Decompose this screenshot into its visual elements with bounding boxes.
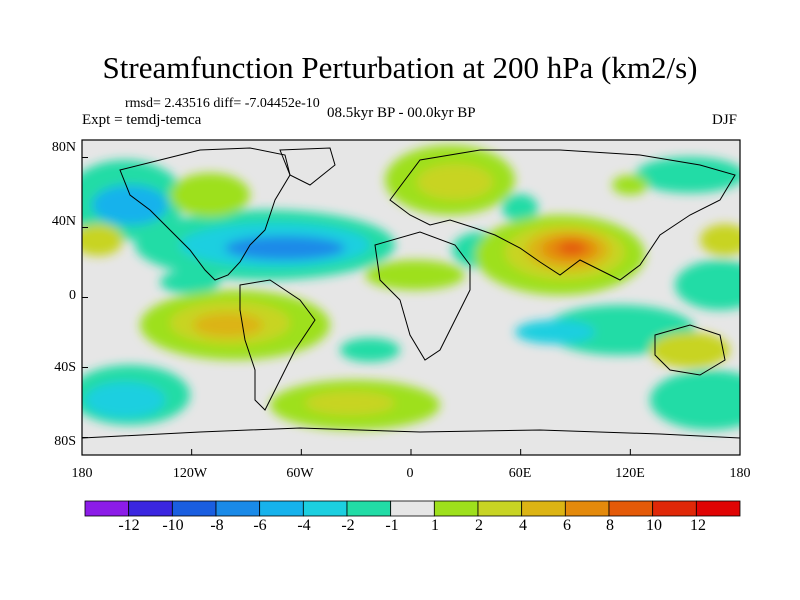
- colorbar-swatch: [390, 500, 435, 517]
- x-label-60w: 60W: [286, 466, 314, 481]
- colorbar-label: 2: [475, 517, 483, 534]
- colorbar-swatch: [215, 500, 261, 517]
- colorbar-swatch: [433, 500, 479, 517]
- x-label-120e: 120E: [615, 466, 645, 481]
- contour-cell: [340, 338, 400, 362]
- contour-cell: [612, 175, 648, 195]
- contour-cell: [225, 236, 345, 260]
- greenland-coast: [279, 147, 336, 186]
- colorbar-label: 1: [431, 517, 439, 534]
- rmsd-diff-stats: rmsd= 2.43516 diff= -7.04452e-10: [125, 96, 320, 111]
- contour-cell: [515, 320, 595, 344]
- contour-cell: [558, 241, 586, 255]
- contour-cell: [170, 173, 250, 217]
- colorbar-swatch: [346, 500, 392, 517]
- contour-cell: [650, 332, 730, 368]
- colorbar-swatch: [608, 500, 654, 517]
- coastlines: [82, 147, 740, 439]
- season-label: DJF: [712, 112, 738, 128]
- contour-cell: [305, 391, 395, 415]
- colorbar-swatch: [695, 500, 741, 517]
- colorbar-swatch: [564, 500, 610, 517]
- contour-field: [82, 145, 740, 439]
- colorbar-swatch: [259, 500, 304, 517]
- contour-cell: [502, 194, 538, 222]
- contour-cell: [193, 313, 263, 337]
- north-america-coast: [119, 147, 291, 281]
- y-label-80s: 80S: [54, 434, 76, 449]
- y-label-40n: 40N: [51, 214, 76, 229]
- colorbar-swatch: [521, 500, 566, 517]
- colorbar-label: 6: [563, 517, 571, 534]
- colorbar-label: -12: [118, 517, 140, 534]
- experiment-label: Expt = temdj-temca: [82, 112, 202, 128]
- x-label-180w: 180: [71, 466, 93, 481]
- eurasia-coast: [389, 149, 736, 281]
- antarctica-coast: [82, 427, 740, 439]
- colorbar-swatch: [477, 500, 523, 517]
- y-label-40s: 40S: [54, 360, 76, 375]
- x-label-180e: 180: [729, 466, 751, 481]
- contour-cell: [650, 370, 740, 430]
- colorbar-label: -6: [253, 517, 267, 534]
- colorbar-swatch: [128, 500, 173, 517]
- colorbar-label: -8: [210, 517, 224, 534]
- colorbar-label: 4: [519, 517, 527, 534]
- colorbar-label: 10: [646, 517, 662, 534]
- colorbar-label: -4: [297, 517, 311, 534]
- colorbar-label: -10: [162, 517, 184, 534]
- colorbar-swatch: [171, 500, 217, 517]
- contour-cell: [675, 260, 740, 310]
- contour-cell: [92, 185, 168, 225]
- colorbar-label: 12: [690, 517, 706, 534]
- contour-cell: [85, 382, 165, 418]
- colorbar-label: 8: [606, 517, 614, 534]
- plot-title: Streamfunction Perturbation at 200 hPa (…: [102, 50, 698, 85]
- x-label-120w: 120W: [172, 466, 208, 481]
- period-label: 08.5kyr BP - 00.0kyr BP: [327, 105, 476, 121]
- contour-cell: [417, 164, 493, 200]
- contour-cell: [160, 270, 220, 294]
- australia-coast: [654, 324, 726, 376]
- y-label-80n: 80N: [51, 140, 76, 155]
- colorbar-label: -2: [341, 517, 355, 534]
- contour-cell: [365, 260, 465, 290]
- contour-cell: [635, 157, 740, 193]
- x-label-0: 0: [406, 466, 414, 481]
- x-label-60e: 60E: [508, 466, 532, 481]
- contour-cell: [700, 224, 740, 256]
- africa-coast: [374, 231, 471, 361]
- colorbar-swatch: [302, 500, 348, 517]
- contour-cell: [82, 224, 123, 256]
- colorbar-swatch: [652, 500, 697, 517]
- colorbar-label: -1: [385, 517, 399, 534]
- colorbar-swatch: [84, 500, 130, 517]
- south-america-coast: [239, 279, 316, 411]
- y-label-0: 0: [69, 288, 76, 303]
